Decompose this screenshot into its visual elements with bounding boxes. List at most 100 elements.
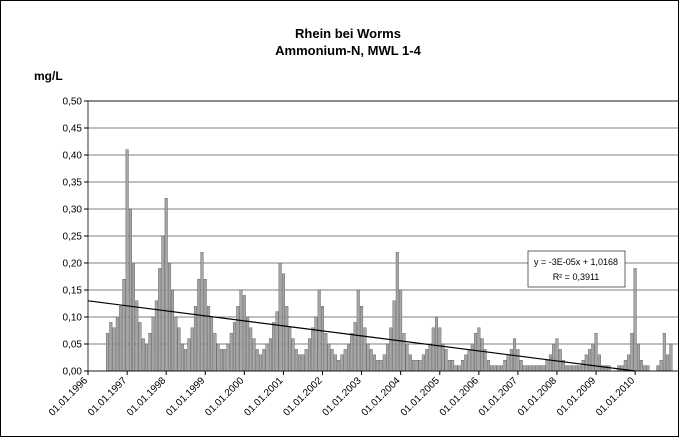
- bar: [581, 360, 585, 372]
- bar: [145, 343, 149, 372]
- bar: [597, 354, 601, 372]
- bar: [177, 327, 181, 372]
- bar: [184, 349, 188, 372]
- bar: [219, 349, 223, 372]
- bar: [620, 365, 624, 372]
- bar: [197, 279, 201, 372]
- y-tick-label: 0,25: [63, 232, 83, 243]
- bar: [229, 333, 233, 372]
- bar: [330, 349, 334, 372]
- y-tick-label: 0,10: [63, 313, 83, 324]
- bar: [252, 338, 256, 372]
- bar: [135, 300, 139, 372]
- bar: [666, 354, 670, 372]
- y-tick-label: 0,15: [63, 286, 83, 297]
- bar: [506, 354, 510, 372]
- bar: [265, 343, 269, 372]
- bar: [314, 316, 318, 372]
- bar: [353, 322, 357, 372]
- bar: [516, 349, 520, 372]
- trendline-equation: y = -3E-05x + 1,0168: [534, 257, 618, 267]
- bar: [226, 343, 230, 372]
- bar: [112, 327, 116, 372]
- bar: [659, 360, 663, 372]
- bar: [451, 360, 455, 372]
- bar: [223, 349, 227, 372]
- bar: [288, 327, 292, 372]
- trendline: [87, 300, 636, 372]
- bar: [402, 333, 406, 372]
- bar: [526, 365, 530, 372]
- bar: [343, 349, 347, 372]
- bar: [242, 295, 246, 372]
- bar: [275, 311, 279, 372]
- bar: [262, 349, 266, 372]
- bar: [210, 316, 214, 372]
- bar: [369, 349, 373, 372]
- bar: [483, 349, 487, 372]
- bar: [180, 343, 184, 372]
- bar: [522, 365, 526, 372]
- bar: [496, 365, 500, 372]
- bar: [604, 365, 608, 372]
- bar: [285, 306, 289, 372]
- bar: [444, 349, 448, 372]
- bar: [539, 365, 543, 372]
- bar: [164, 197, 168, 372]
- bar: [350, 333, 354, 372]
- y-tick-label: 0,30: [63, 205, 83, 216]
- bar: [571, 365, 575, 372]
- bar: [591, 343, 595, 372]
- chart-subtitle: Ammonium-N, MWL 1-4: [275, 43, 421, 58]
- bar: [405, 343, 409, 372]
- bar: [421, 354, 425, 372]
- bar: [656, 365, 660, 372]
- bar: [363, 327, 367, 372]
- bar: [412, 360, 416, 372]
- bar: [558, 349, 562, 372]
- bar: [548, 354, 552, 372]
- bar: [474, 333, 478, 372]
- bar: [441, 343, 445, 372]
- bar: [324, 333, 328, 372]
- y-tick-label: 0,50: [63, 97, 83, 108]
- bar: [578, 365, 582, 372]
- bar: [386, 343, 390, 372]
- bar: [425, 349, 429, 372]
- bar: [643, 365, 647, 372]
- bar: [213, 333, 217, 372]
- bar: [171, 289, 175, 372]
- trendline-r2: R² = 0,3911: [553, 272, 600, 282]
- y-tick-label: 0,05: [63, 340, 83, 351]
- bar: [565, 365, 569, 372]
- bar: [584, 354, 588, 372]
- bar: [372, 354, 376, 372]
- bar: [529, 365, 533, 372]
- y-tick-label: 0,40: [63, 151, 83, 162]
- bar: [259, 354, 263, 372]
- bar: [239, 289, 243, 372]
- bar: [281, 273, 285, 372]
- bar: [333, 354, 337, 372]
- bar: [669, 343, 673, 372]
- bar: [379, 360, 383, 372]
- chart-title: Rhein bei Worms: [295, 26, 401, 41]
- bar: [493, 365, 497, 372]
- bar: [509, 349, 513, 372]
- y-tick-label: 0,35: [63, 178, 83, 189]
- bar: [434, 316, 438, 372]
- bar: [187, 338, 191, 372]
- bar: [131, 262, 135, 372]
- bar: [662, 333, 666, 372]
- bar: [395, 251, 399, 372]
- bar: [486, 360, 490, 372]
- bar: [467, 349, 471, 372]
- bar: [464, 354, 468, 372]
- bar: [337, 360, 341, 372]
- bar: [454, 365, 458, 372]
- bar: [415, 360, 419, 372]
- bar: [389, 327, 393, 372]
- bar: [519, 360, 523, 372]
- bar: [399, 289, 403, 372]
